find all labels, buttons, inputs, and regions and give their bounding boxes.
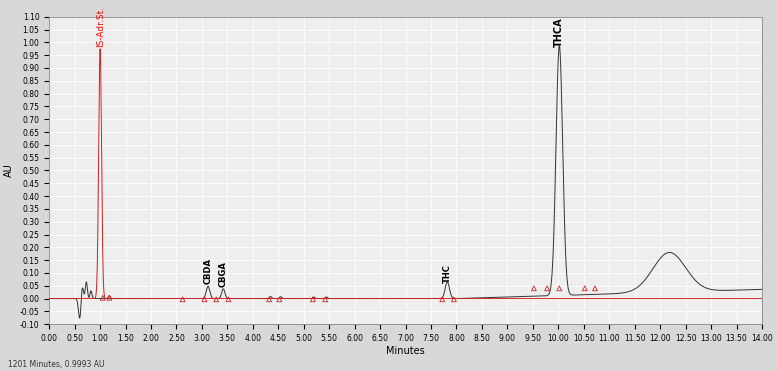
Text: 1201 Minutes, 0.9993 AU: 1201 Minutes, 0.9993 AU <box>8 360 104 369</box>
Point <box>589 285 601 291</box>
Point <box>263 296 275 302</box>
Point <box>210 296 222 302</box>
Y-axis label: AU: AU <box>4 164 14 177</box>
Point <box>96 295 109 301</box>
Point <box>176 296 189 302</box>
Point <box>103 295 116 301</box>
Point <box>273 296 285 302</box>
Point <box>528 285 540 291</box>
Text: CBDA: CBDA <box>204 259 213 285</box>
Point <box>579 285 591 291</box>
Text: THCA: THCA <box>554 18 564 47</box>
Point <box>553 285 566 291</box>
Point <box>541 285 553 291</box>
X-axis label: Minutes: Minutes <box>386 346 425 356</box>
Point <box>436 296 448 302</box>
Point <box>307 296 319 302</box>
Point <box>319 296 331 302</box>
Text: THC: THC <box>443 264 451 283</box>
Point <box>448 296 460 302</box>
Text: IS-Adr.St.: IS-Adr.St. <box>96 6 106 47</box>
Text: CBGA: CBGA <box>219 261 228 287</box>
Point <box>198 296 211 302</box>
Point <box>222 296 235 302</box>
